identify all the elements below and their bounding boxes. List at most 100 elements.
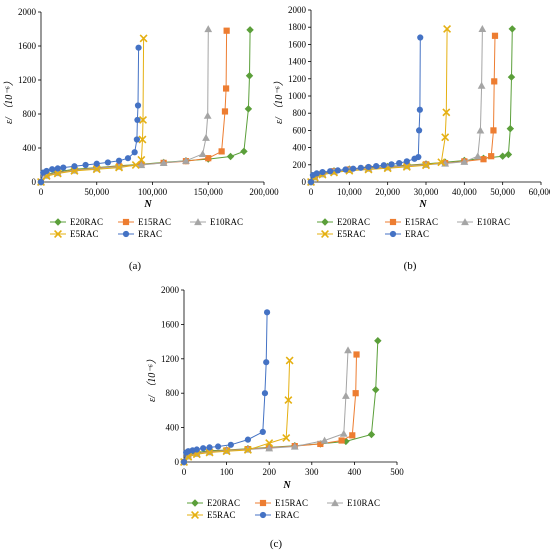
series-erac xyxy=(307,34,424,186)
data-point xyxy=(365,163,372,171)
data-point xyxy=(490,127,497,134)
legend-item-e10rac: E10RAC xyxy=(457,217,510,227)
data-point xyxy=(307,178,315,186)
x-axis-label: N xyxy=(143,199,152,210)
data-point xyxy=(133,136,140,143)
data-point xyxy=(437,158,446,167)
y-tick-label: 1600 xyxy=(18,41,37,51)
legend-item-e20rac: E20RAC xyxy=(50,217,103,227)
y-tick-label: 1000 xyxy=(288,91,307,101)
data-point xyxy=(222,447,231,456)
data-point xyxy=(259,428,266,435)
data-point xyxy=(244,436,251,443)
series-line xyxy=(40,29,251,183)
data-point xyxy=(227,441,234,448)
data-point xyxy=(442,108,451,117)
data-point xyxy=(339,429,348,437)
y-tick-label: 800 xyxy=(293,108,307,118)
series-e5rac xyxy=(37,34,148,186)
panel-caption: (b) xyxy=(404,260,417,272)
data-point xyxy=(321,230,329,238)
legend-label: ERAC xyxy=(275,510,299,520)
data-point xyxy=(43,167,50,175)
series-erac xyxy=(37,44,142,186)
data-point xyxy=(263,359,270,366)
y-tick-label: 800 xyxy=(23,109,37,119)
data-point xyxy=(403,158,410,165)
data-point xyxy=(240,147,248,156)
data-point xyxy=(422,161,430,170)
data-point xyxy=(338,437,345,444)
data-point xyxy=(138,135,147,144)
data-point xyxy=(507,73,516,81)
data-point xyxy=(134,102,142,109)
legend-item-e5rac: E5RAC xyxy=(317,229,366,239)
data-point xyxy=(49,166,56,173)
panel-caption: (a) xyxy=(129,260,142,272)
data-point xyxy=(461,218,469,226)
data-point xyxy=(477,81,486,89)
legend-label: E15RAC xyxy=(275,498,308,508)
data-point xyxy=(344,346,352,354)
legend-label: E20RAC xyxy=(70,217,103,227)
data-point xyxy=(282,433,291,442)
data-point xyxy=(265,439,274,448)
series-line xyxy=(310,28,448,183)
x-tick-label: 0 xyxy=(39,187,44,197)
data-point xyxy=(342,166,349,173)
data-point xyxy=(367,430,376,439)
chart-panel-c: 0 400 800 1200 1600 2000 0 100 200 300 400 500 ε/ （1… xyxy=(146,285,404,550)
data-point xyxy=(205,448,214,457)
data-point xyxy=(416,127,423,134)
series-line xyxy=(183,360,291,463)
y-tick-label: 800 xyxy=(166,388,180,398)
y-tick-label: 1600 xyxy=(161,319,180,329)
legend-item-e20rac: E20RAC xyxy=(317,217,370,227)
data-point xyxy=(205,155,212,162)
data-point xyxy=(191,499,199,507)
data-point xyxy=(331,499,339,507)
y-axis-label: ε/ （10⁻⁶） xyxy=(3,76,15,124)
series-e20rac xyxy=(37,26,254,186)
data-point xyxy=(488,153,495,160)
y-tick-label: 0 xyxy=(302,177,307,187)
series-line xyxy=(310,37,421,183)
legend-item-erac: ERAC xyxy=(118,229,162,239)
data-point xyxy=(389,230,397,238)
data-point xyxy=(182,156,190,164)
x-tick-label: 150,000 xyxy=(194,187,224,197)
legend-label: E10RAC xyxy=(477,217,510,227)
series-e10rac xyxy=(37,25,213,186)
data-point xyxy=(319,169,326,176)
data-point xyxy=(265,444,274,452)
data-point xyxy=(443,24,452,33)
y-tick-label: 400 xyxy=(23,143,37,153)
data-point xyxy=(218,148,225,155)
data-point xyxy=(342,391,350,399)
y-tick-label: 400 xyxy=(293,143,307,153)
data-point xyxy=(263,309,271,316)
chart-panel-a: 0 400 800 1200 1600 2000 0 50,000 100,000 150,000… xyxy=(3,7,279,272)
data-point xyxy=(243,445,252,454)
x-tick-label: 60,000 xyxy=(529,187,550,197)
legend-label: E10RAC xyxy=(210,217,243,227)
data-point xyxy=(334,167,341,174)
y-axis-label: ε/ （10⁻⁶） xyxy=(273,76,285,124)
x-tick-label: 200 xyxy=(262,467,276,477)
data-point xyxy=(104,159,111,166)
data-point xyxy=(221,108,229,115)
data-point xyxy=(139,34,148,43)
data-point xyxy=(491,32,499,39)
data-point xyxy=(504,150,513,159)
legend: E20RAC E15RAC E10RAC E5RAC ERAC xyxy=(187,498,380,520)
legend-item-e5rac: E5RAC xyxy=(187,510,236,520)
data-point xyxy=(353,351,360,358)
data-point xyxy=(388,161,395,168)
data-point xyxy=(93,160,100,167)
data-point xyxy=(396,159,403,167)
data-point xyxy=(200,445,207,452)
series-line xyxy=(310,28,483,183)
data-point xyxy=(473,152,482,160)
data-point xyxy=(193,446,200,453)
x-tick-label: 30,000 xyxy=(414,187,439,197)
